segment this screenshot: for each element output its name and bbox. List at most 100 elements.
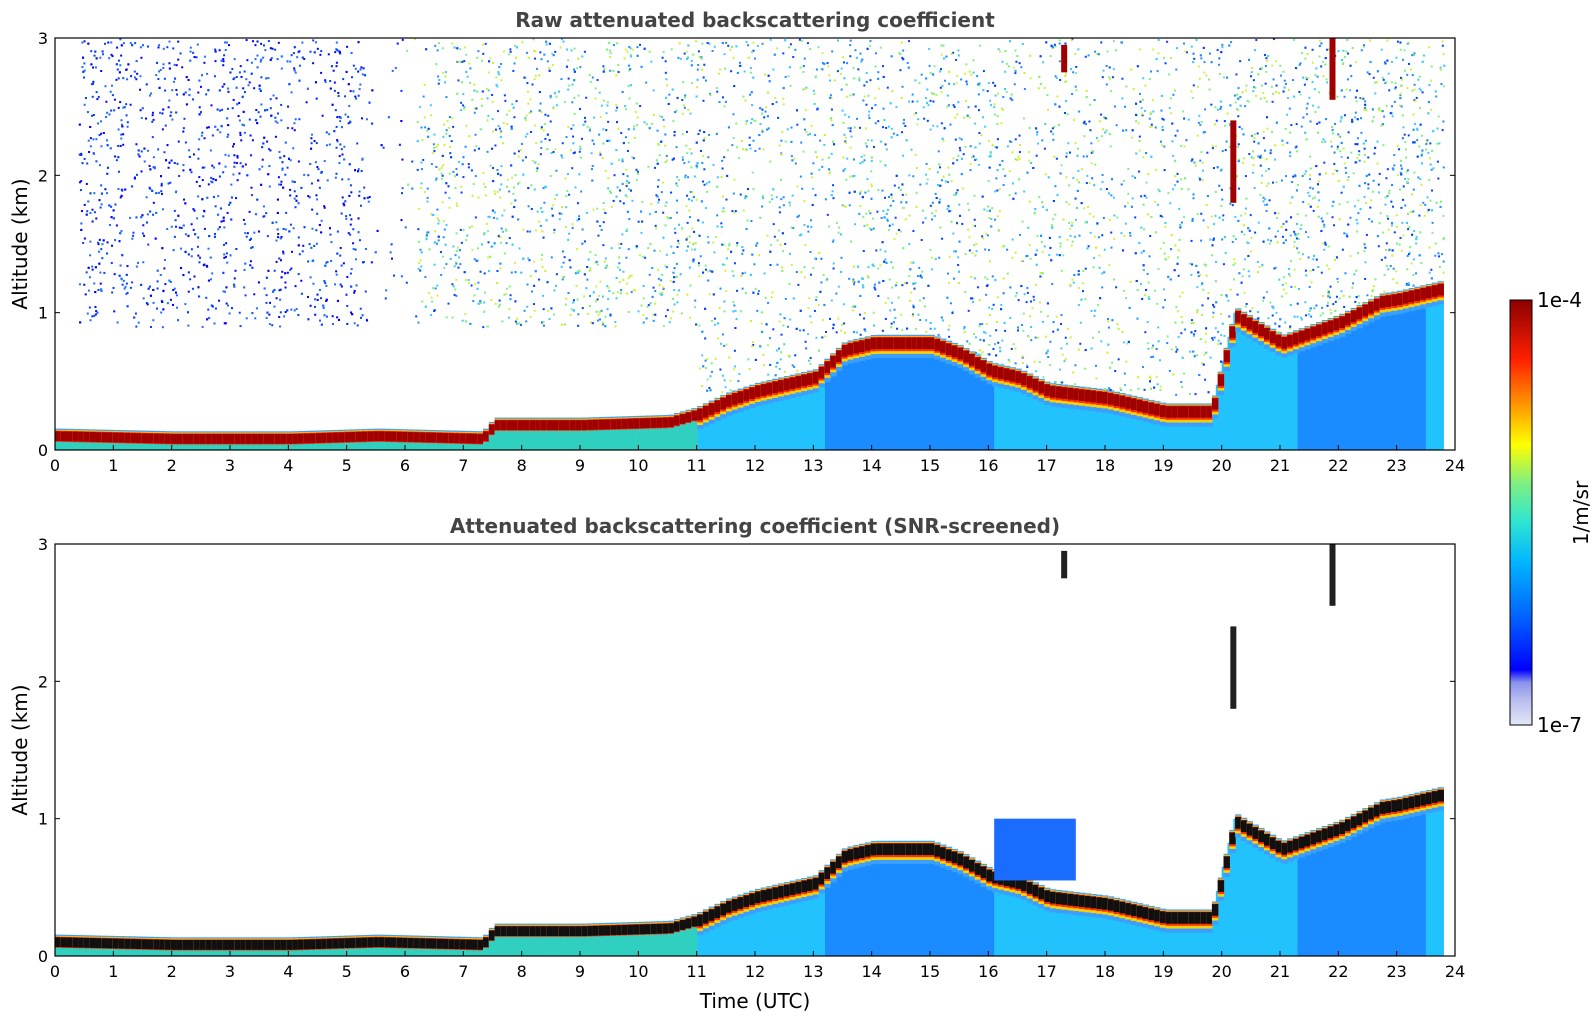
noise-speckle <box>1045 352 1048 355</box>
noise-speckle <box>1305 274 1308 277</box>
noise-speckle <box>769 160 772 163</box>
noise-speckle <box>239 131 242 134</box>
noise-speckle <box>1000 122 1003 125</box>
noise-speckle <box>1269 152 1272 155</box>
noise-speckle <box>548 318 551 321</box>
aerosol-column <box>842 347 849 450</box>
noise-speckle <box>1061 381 1064 384</box>
noise-speckle <box>670 245 673 248</box>
noise-speckle <box>1238 187 1241 190</box>
noise-speckle <box>844 205 847 208</box>
noise-speckle <box>1394 87 1397 90</box>
noise-speckle <box>867 114 870 117</box>
noise-speckle <box>686 194 689 197</box>
boundary-layer-band <box>749 387 756 400</box>
boundary-layer-band <box>552 420 559 431</box>
noise-speckle <box>994 218 997 221</box>
noise-speckle <box>650 122 653 125</box>
noise-speckle <box>1267 167 1270 170</box>
noise-speckle <box>1340 155 1343 158</box>
noise-speckle <box>1364 261 1367 264</box>
noise-speckle <box>245 317 248 320</box>
noise-speckle <box>1407 41 1410 44</box>
boundary-layer-band <box>216 434 224 444</box>
noise-speckle <box>173 63 176 66</box>
noise-speckle <box>1142 156 1145 159</box>
noise-speckle <box>1164 62 1167 65</box>
noise-speckle <box>864 127 867 130</box>
noise-speckle <box>239 134 242 137</box>
noise-speckle <box>1404 204 1407 207</box>
noise-speckle <box>1407 178 1410 181</box>
aerosol-column <box>1227 336 1234 450</box>
noise-speckle <box>670 48 673 51</box>
noise-speckle <box>714 357 717 360</box>
noise-speckle <box>139 88 142 91</box>
noise-speckle <box>1250 250 1253 253</box>
noise-speckle <box>1134 176 1137 179</box>
noise-speckle <box>803 223 806 226</box>
noise-speckle <box>1386 195 1389 198</box>
noise-speckle <box>729 389 732 392</box>
noise-speckle <box>1304 214 1307 217</box>
noise-speckle <box>1053 125 1056 128</box>
noise-speckle <box>1196 85 1199 88</box>
boundary-layer-band <box>303 433 311 444</box>
noise-speckle <box>123 287 126 290</box>
noise-speckle <box>978 82 981 85</box>
noise-speckle <box>161 326 164 329</box>
noise-speckle <box>704 268 707 271</box>
boundary-layer-band <box>107 432 114 443</box>
noise-speckle <box>134 312 137 315</box>
noise-speckle <box>706 378 709 381</box>
noise-speckle <box>207 247 210 250</box>
noise-speckle <box>828 172 831 175</box>
noise-speckle <box>289 60 292 63</box>
noise-speckle <box>939 86 942 89</box>
noise-speckle <box>661 56 664 59</box>
noise-speckle <box>455 167 458 170</box>
noise-speckle <box>452 245 455 248</box>
noise-speckle <box>1309 178 1312 181</box>
noise-speckle <box>255 109 258 112</box>
noise-speckle <box>126 125 129 128</box>
noise-speckle <box>1253 86 1256 89</box>
noise-speckle <box>664 264 667 267</box>
noise-speckle <box>1204 332 1207 335</box>
noise-speckle <box>482 326 485 329</box>
boundary-layer-band <box>1344 313 1352 326</box>
noise-speckle <box>117 187 120 190</box>
noise-speckle <box>890 196 893 199</box>
boundary-layer-band <box>199 434 207 444</box>
noise-speckle <box>494 302 497 305</box>
boundary-layer-band <box>1362 304 1369 317</box>
noise-speckle <box>1311 48 1314 51</box>
top-panel-title: Raw attenuated backscattering coefficien… <box>515 8 995 32</box>
noise-speckle <box>168 161 171 164</box>
noise-speckle <box>542 129 545 132</box>
noise-speckle <box>533 77 536 80</box>
noise-speckle <box>1180 144 1183 147</box>
aerosol-column <box>959 351 966 450</box>
noise-speckle <box>1376 162 1379 165</box>
noise-speckle <box>1078 110 1081 113</box>
noise-speckle <box>1404 140 1407 143</box>
noise-speckle <box>1232 263 1235 266</box>
noise-speckle <box>1343 114 1346 117</box>
noise-speckle <box>677 179 680 182</box>
noise-speckle <box>223 54 226 57</box>
noise-speckle <box>1265 170 1268 173</box>
noise-speckle <box>1396 174 1399 177</box>
surface-band <box>384 441 392 450</box>
surface-band <box>616 429 623 450</box>
noise-speckle <box>931 268 934 271</box>
noise-speckle <box>240 139 243 142</box>
noise-speckle <box>1169 56 1172 59</box>
noise-speckle <box>622 202 625 205</box>
boundary-layer-band <box>78 431 85 442</box>
noise-speckle <box>630 55 633 58</box>
noise-speckle <box>749 147 752 150</box>
aerosol-column <box>1326 323 1334 450</box>
noise-speckle <box>451 283 454 286</box>
noise-speckle <box>318 186 321 189</box>
